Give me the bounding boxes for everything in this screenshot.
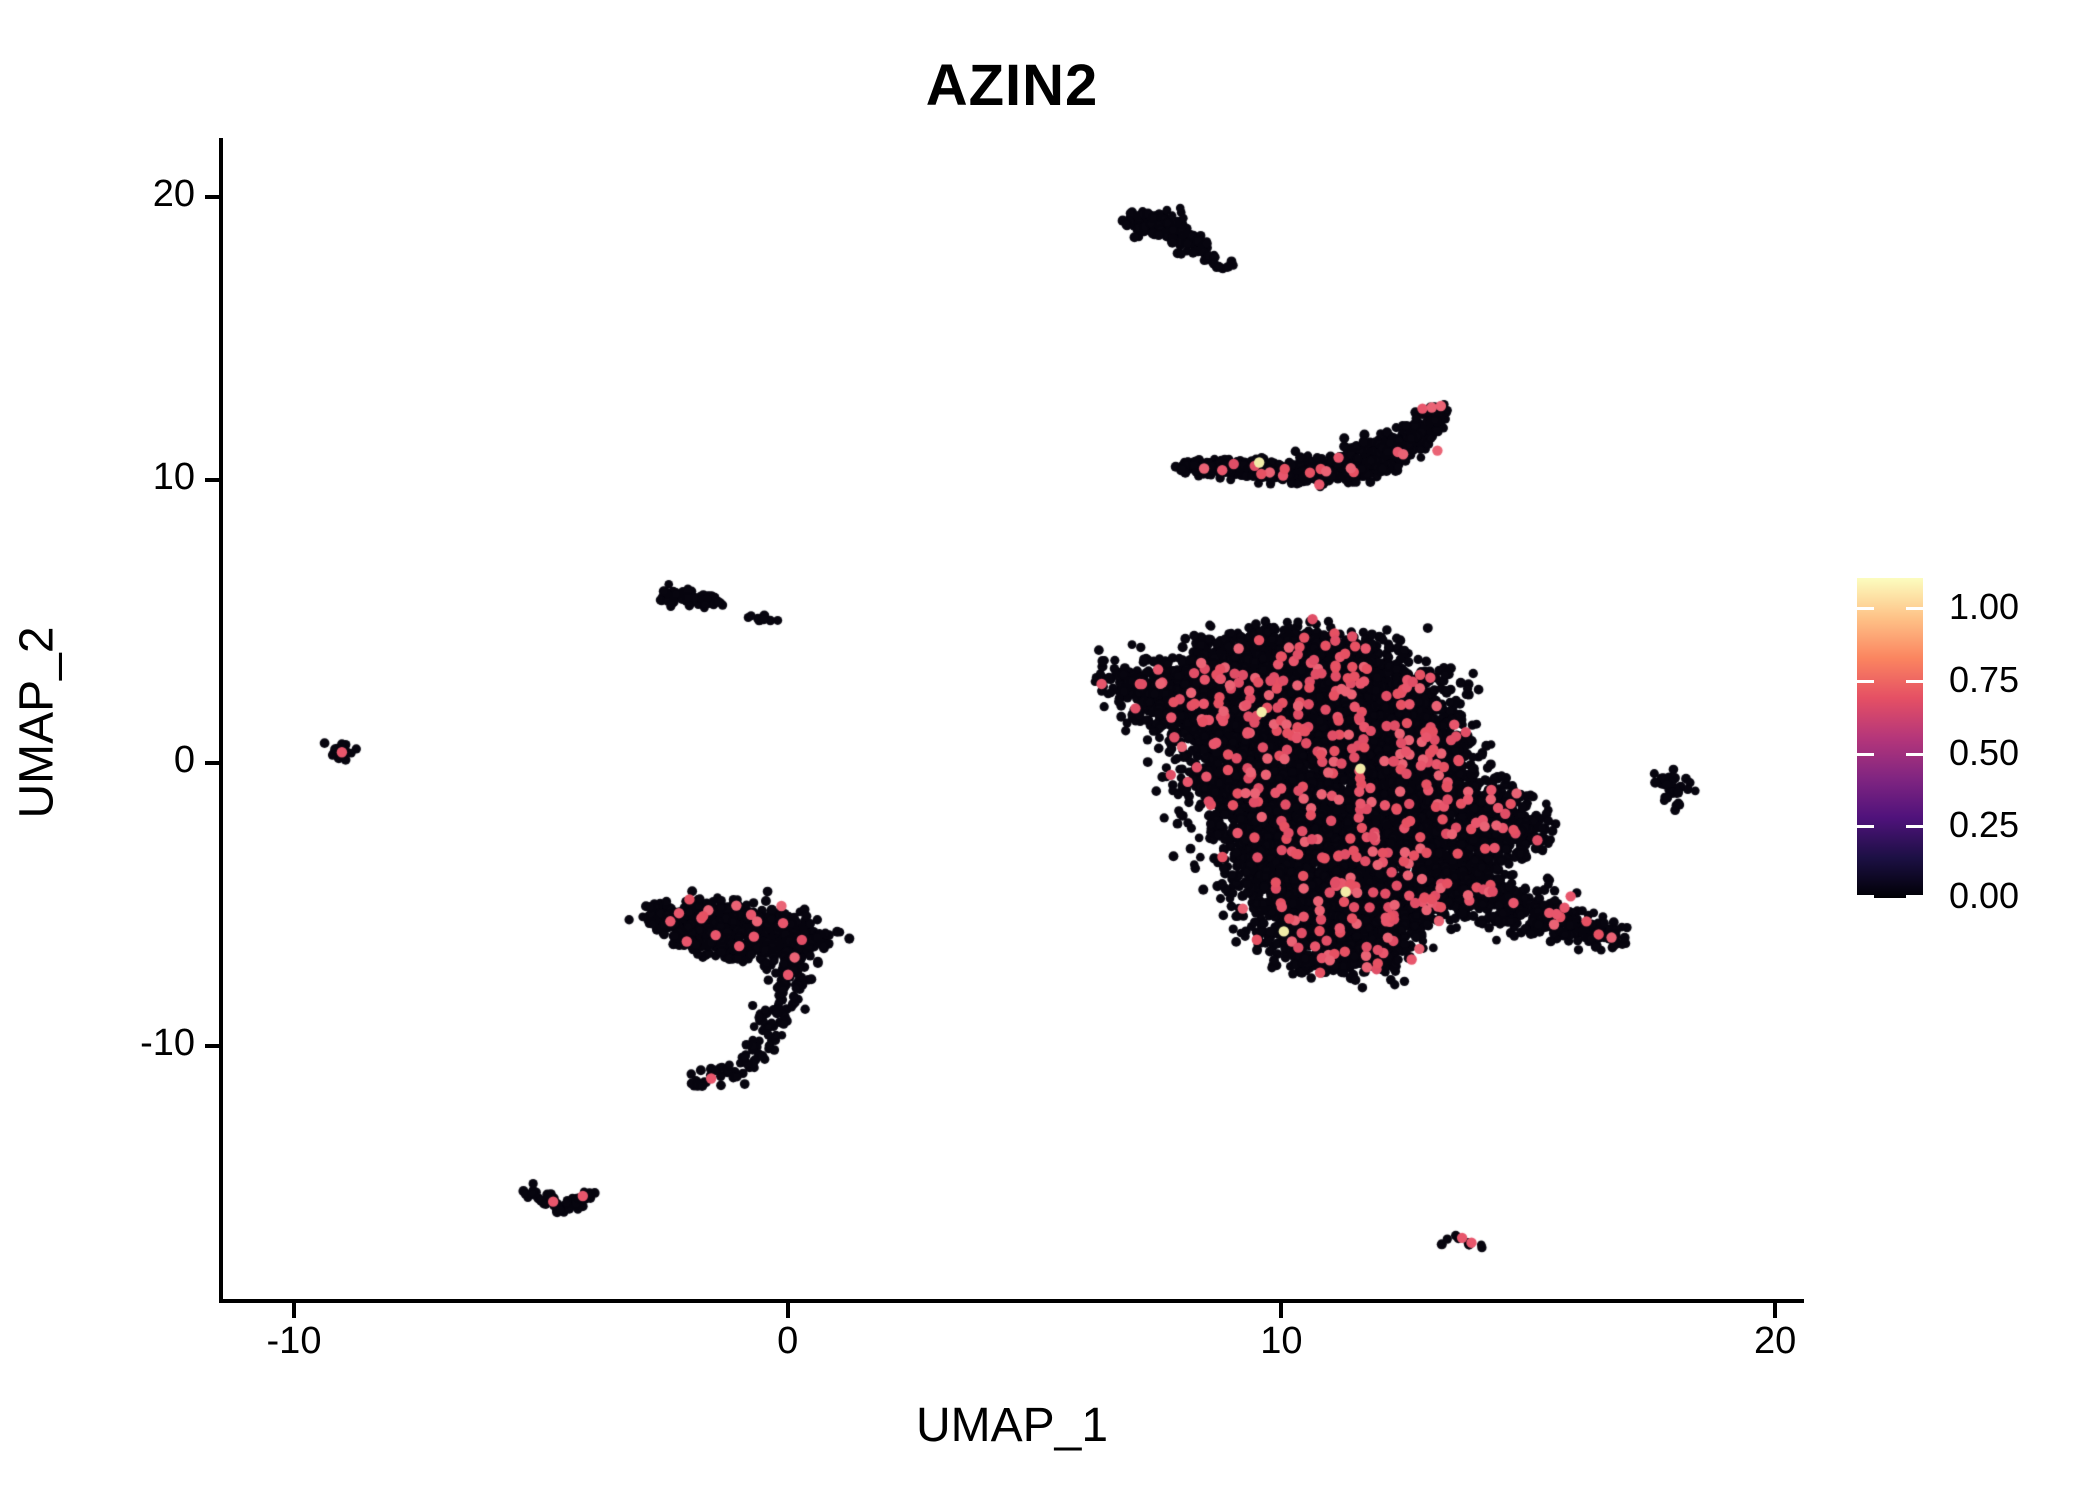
x-tick-label: -10 bbox=[266, 1320, 322, 1362]
colorbar-tick bbox=[1906, 607, 1923, 611]
y-tick-mark bbox=[205, 478, 220, 482]
colorbar-tick bbox=[1857, 752, 1874, 756]
legend-tick-label: 0.00 bbox=[1949, 875, 2020, 916]
y-tick-label: 0 bbox=[173, 739, 195, 781]
legend-tick-label: 0.50 bbox=[1949, 731, 2020, 773]
y-tick-mark bbox=[205, 195, 220, 199]
colorbar-tick bbox=[1906, 825, 1923, 829]
legend-tick-label: 0.75 bbox=[1949, 658, 2020, 700]
y-tick-label: 10 bbox=[152, 456, 195, 498]
x-axis-line bbox=[219, 1299, 1804, 1303]
colorbar-gradient bbox=[1857, 578, 1923, 898]
x-tick-label: 0 bbox=[777, 1320, 799, 1362]
colorbar-tick bbox=[1857, 895, 1874, 898]
colorbar-tick bbox=[1906, 895, 1923, 898]
colorbar-tick bbox=[1857, 607, 1874, 611]
colorbar-legend: 1.00 0.75 0.50 0.25 0.00 bbox=[1857, 578, 2097, 916]
x-axis-title: UMAP_1 bbox=[915, 1399, 1109, 1452]
y-tick-mark bbox=[205, 1044, 220, 1048]
x-tick-label: 20 bbox=[1753, 1320, 1797, 1362]
x-tick-mark bbox=[1773, 1303, 1778, 1318]
x-tick-label: 10 bbox=[1260, 1320, 1303, 1362]
x-tick-mark bbox=[1279, 1303, 1284, 1318]
x-tick-mark bbox=[292, 1303, 296, 1318]
y-axis-title: UMAP_2 bbox=[10, 626, 64, 819]
colorbar-tick bbox=[1906, 752, 1923, 756]
legend-tick-label: 1.00 bbox=[1949, 586, 2020, 628]
y-tick-label: -10 bbox=[140, 1022, 195, 1064]
colorbar-tick bbox=[1906, 679, 1923, 683]
y-tick-mark bbox=[205, 761, 220, 765]
colorbar-tick bbox=[1857, 825, 1874, 829]
y-axis-line bbox=[219, 138, 223, 1302]
x-tick-mark bbox=[785, 1303, 790, 1318]
y-tick-label: 20 bbox=[152, 173, 195, 215]
legend-tick-label: 0.25 bbox=[1949, 804, 2020, 846]
colorbar-tick bbox=[1857, 679, 1874, 683]
